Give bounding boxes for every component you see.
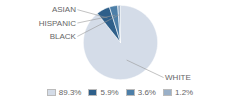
html-text:1.2%: 1.2%	[175, 87, 194, 97]
svg-text:ASIAN: ASIAN	[52, 5, 76, 14]
svg-text:BLACK: BLACK	[50, 32, 77, 41]
svg-text:WHITE: WHITE	[165, 73, 191, 82]
html-text:89.3%: 89.3%	[58, 87, 82, 97]
svg-text:HISPANIC: HISPANIC	[39, 19, 76, 28]
html-text:3.6%: 3.6%	[137, 87, 156, 97]
html-text:5.9%: 5.9%	[100, 87, 119, 97]
